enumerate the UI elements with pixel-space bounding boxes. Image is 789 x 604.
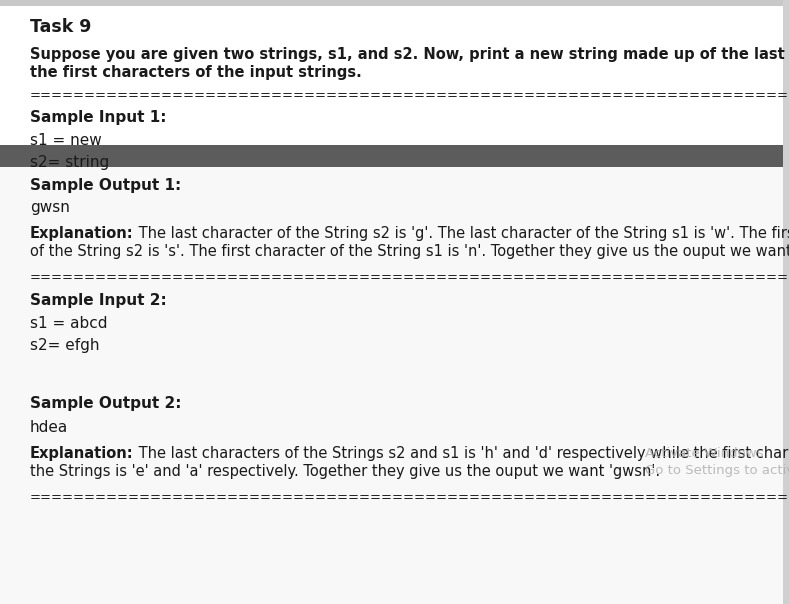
- Text: ======================================================================: ========================================…: [30, 491, 789, 504]
- Bar: [0, 167, 789, 604]
- Text: Explanation:: Explanation:: [30, 446, 133, 461]
- Text: s1 = abcd: s1 = abcd: [30, 316, 107, 331]
- Text: Go to Settings to activ: Go to Settings to activ: [645, 464, 789, 477]
- Text: gwsn: gwsn: [30, 200, 70, 215]
- Text: Suppose you are given two strings, s1, and s2. Now, print a new string made up o: Suppose you are given two strings, s1, a…: [30, 47, 789, 62]
- Text: Task 9: Task 9: [30, 18, 92, 36]
- Text: of the String s2 is 's'. The first character of the String s1 is 'n'. Together t: of the String s2 is 's'. The first chara…: [30, 244, 789, 259]
- Text: s2= efgh: s2= efgh: [30, 338, 99, 353]
- Text: hdea: hdea: [30, 420, 69, 435]
- Text: The last characters of the Strings s2 and s1 is 'h' and 'd' respectively while t: The last characters of the Strings s2 an…: [133, 446, 789, 461]
- Text: the first characters of the input strings.: the first characters of the input string…: [30, 65, 361, 80]
- Bar: [783, 0, 789, 604]
- Text: Sample Input 2:: Sample Input 2:: [30, 293, 166, 308]
- Text: Explanation:: Explanation:: [30, 226, 133, 241]
- Text: The last character of the String s2 is 'g'. The last character of the String s1 : The last character of the String s2 is '…: [133, 226, 789, 241]
- Text: s2= string: s2= string: [30, 155, 109, 170]
- Text: Activate Windows: Activate Windows: [645, 447, 764, 460]
- Text: the Strings is 'e' and 'a' respectively. Together they give us the ouput we want: the Strings is 'e' and 'a' respectively.…: [30, 464, 660, 479]
- Bar: [0, 145, 789, 167]
- Text: ======================================================================: ========================================…: [30, 271, 789, 284]
- Text: Sample Input 1:: Sample Input 1:: [30, 110, 166, 125]
- Text: Sample Output 2:: Sample Output 2:: [30, 396, 181, 411]
- Text: ======================================================================: ========================================…: [30, 89, 789, 102]
- Text: s1 = new: s1 = new: [30, 133, 102, 148]
- Text: Sample Output 1:: Sample Output 1:: [30, 178, 181, 193]
- Bar: [0, 0, 789, 6]
